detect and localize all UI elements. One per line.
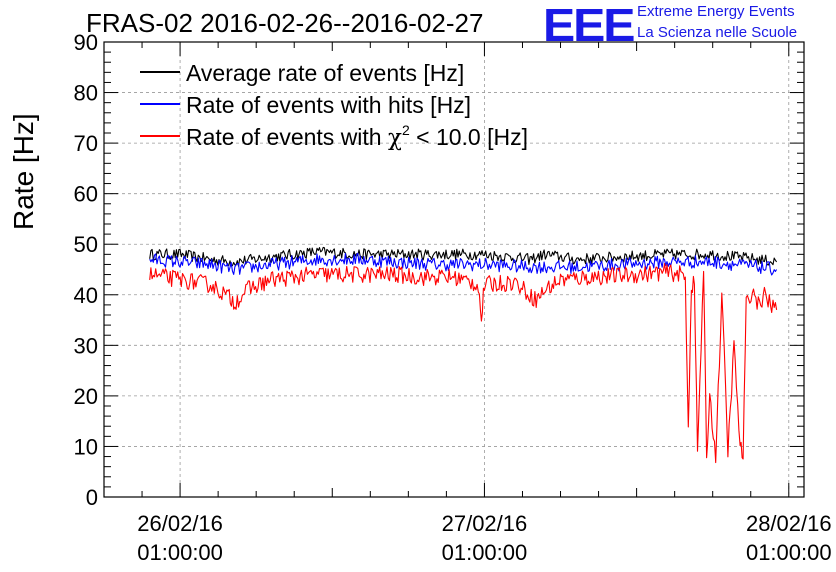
logo-caption-line1: Extreme Energy Events [637,3,795,20]
y-tick-label: 30 [74,333,98,358]
x-tick-label-date: 26/02/16 [137,511,223,536]
x-tick-label-date: 27/02/16 [442,511,528,536]
legend-label-2: Rate of events with hits [Hz] [186,92,471,118]
series-line-1 [149,246,778,267]
y-tick-label: 40 [74,283,98,308]
y-tick-label: 80 [74,81,98,106]
x-tick-label-time: 01:00:00 [442,540,528,565]
y-tick-label: 50 [74,232,98,257]
chart-title: FRAS-02 2016-02-26--2016-02-27 [86,8,484,38]
y-tick-label: 70 [74,131,98,156]
y-tick-label: 20 [74,384,98,409]
plot-frame [103,41,805,498]
series-line-2 [149,252,778,276]
x-tick-label-time: 01:00:00 [137,540,223,565]
legend-label-1: Average rate of events [Hz] [186,60,464,86]
y-tick-label: 0 [86,485,98,510]
eee-logo: EEE [543,0,635,51]
y-tick-label: 10 [74,434,98,459]
y-tick-label: 90 [74,30,98,55]
legend-label-3: Rate of events with χ2 < 10.0 [Hz] [186,122,528,151]
x-tick-label-date: 28/02/16 [746,511,832,536]
logo-caption-line2: La Scienza nelle Scuole [637,24,798,41]
x-tick-label-time: 01:00:00 [746,540,832,565]
y-tick-label: 60 [74,182,98,207]
series-line-3 [149,263,778,464]
